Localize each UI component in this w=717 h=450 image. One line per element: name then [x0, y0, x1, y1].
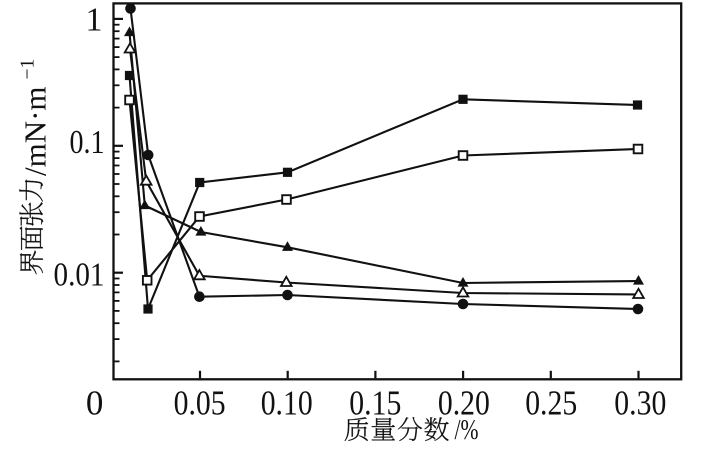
svg-text:0.05: 0.05 — [174, 384, 226, 423]
svg-text:1: 1 — [86, 1, 103, 38]
svg-text:0.10: 0.10 — [261, 384, 313, 423]
svg-text:−1: −1 — [18, 59, 39, 80]
svg-text:0.01: 0.01 — [54, 257, 105, 294]
svg-text:0.20: 0.20 — [438, 384, 490, 423]
svg-text:0.30: 0.30 — [614, 384, 666, 423]
svg-text:0.1: 0.1 — [70, 124, 105, 161]
svg-text:/%: /% — [455, 415, 479, 445]
svg-text:0: 0 — [86, 384, 104, 423]
svg-text:0.15: 0.15 — [349, 384, 401, 423]
svg-text:0.25: 0.25 — [525, 384, 577, 423]
svg-text:/mN·m: /mN·m — [18, 86, 53, 176]
